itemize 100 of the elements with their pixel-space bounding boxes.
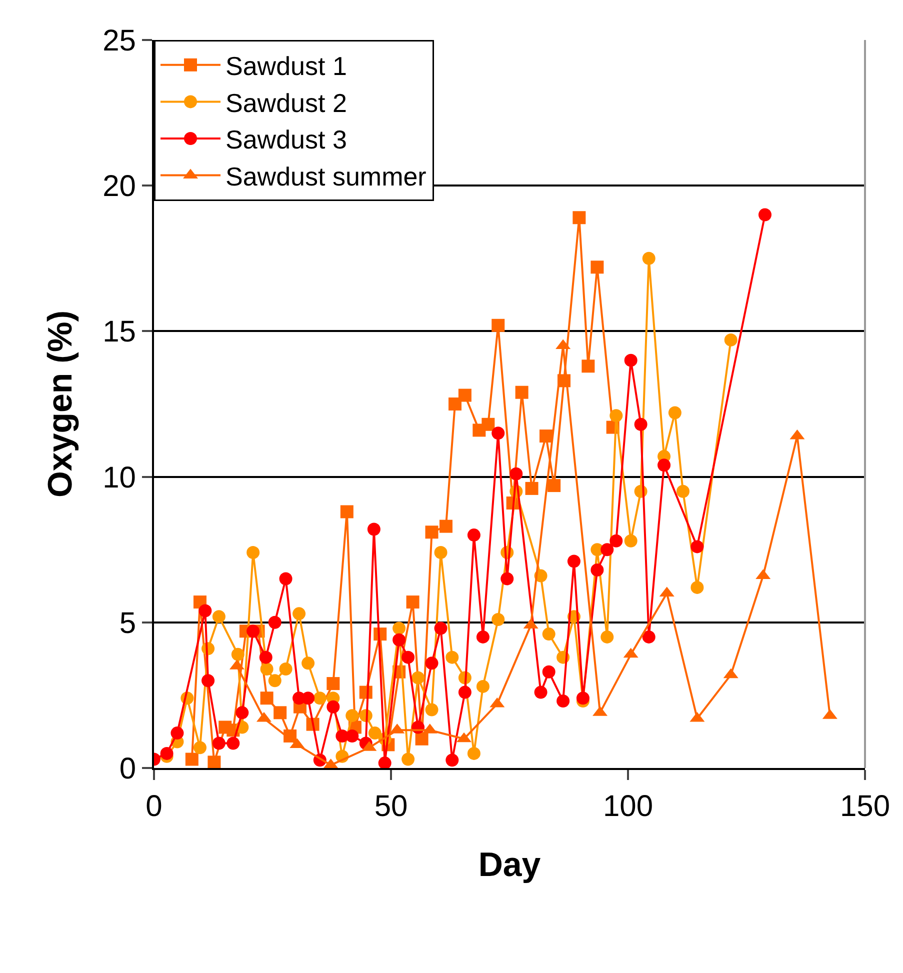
point: [193, 741, 206, 754]
point: [590, 260, 604, 274]
point: [412, 671, 425, 684]
point: [458, 686, 472, 699]
point: [572, 211, 586, 224]
point: [425, 656, 438, 670]
point: [402, 752, 415, 766]
point: [246, 624, 260, 638]
point: [476, 630, 490, 644]
y-tick-label: 15: [102, 316, 136, 349]
point: [425, 703, 438, 716]
point: [326, 700, 340, 714]
point: [160, 746, 174, 760]
point: [313, 692, 326, 705]
point: [582, 360, 595, 373]
point: [758, 208, 772, 222]
point: [476, 680, 490, 693]
point: [668, 406, 682, 420]
point: [448, 398, 462, 410]
point: [492, 612, 505, 626]
point: [346, 729, 359, 742]
point: [500, 572, 514, 586]
point: [378, 756, 392, 768]
point: [540, 430, 552, 443]
point: [268, 674, 282, 688]
y-tick-label: 0: [119, 752, 136, 786]
point: [600, 630, 614, 644]
point: [368, 726, 382, 740]
point: [624, 354, 638, 367]
point: [170, 726, 184, 740]
point: [567, 554, 580, 568]
point: [212, 610, 226, 624]
legend-label: Sawdust 3: [226, 124, 347, 155]
point: [346, 709, 359, 722]
point: [185, 752, 198, 766]
legend-label: Sawdust 1: [226, 51, 347, 82]
point: [425, 526, 438, 539]
y-tick-label: 10: [102, 461, 136, 494]
x-axis-title: Day: [478, 846, 541, 884]
point: [259, 650, 272, 664]
point: [402, 650, 415, 664]
point: [392, 622, 406, 635]
point: [367, 522, 380, 536]
x-tick-label: 150: [840, 790, 890, 823]
point: [458, 388, 472, 402]
point: [510, 467, 523, 480]
point: [634, 418, 648, 431]
legend-label: Sawdust 2: [226, 88, 347, 118]
point: [548, 479, 561, 492]
point: [279, 662, 292, 676]
point: [434, 622, 448, 635]
point: [724, 333, 738, 346]
point: [515, 386, 528, 399]
point: [274, 706, 287, 720]
point: [246, 546, 260, 560]
point: [302, 692, 315, 705]
point: [340, 505, 354, 518]
point: [556, 694, 570, 708]
point: [226, 736, 240, 750]
point: [690, 580, 704, 594]
point: [446, 650, 459, 664]
point: [292, 607, 306, 620]
x-tick-label: 100: [602, 790, 654, 823]
point: [610, 534, 623, 548]
legend-label: Sawdust summer: [226, 161, 427, 192]
x-tick-label: 0: [146, 790, 162, 823]
point: [482, 418, 495, 431]
point: [198, 604, 212, 618]
point: [236, 706, 249, 720]
point: [467, 746, 480, 760]
point: [690, 540, 704, 554]
point: [231, 648, 244, 661]
y-tick-label: 25: [102, 24, 136, 58]
y-tick-label: 5: [119, 606, 136, 640]
point: [525, 482, 538, 495]
point: [439, 520, 452, 533]
x-tick-label: 50: [374, 790, 408, 823]
point: [434, 546, 448, 560]
point: [268, 616, 282, 629]
point: [534, 686, 548, 699]
point: [642, 252, 656, 265]
point: [676, 484, 690, 498]
point: [492, 426, 505, 440]
point: [600, 543, 614, 556]
y-axis-title: Oxygen (%): [42, 310, 80, 498]
point: [492, 318, 505, 332]
point: [279, 572, 292, 586]
point: [212, 736, 226, 750]
point: [542, 665, 556, 678]
point: [302, 656, 315, 670]
point: [406, 596, 420, 609]
point: [610, 409, 623, 422]
point: [208, 756, 221, 768]
point: [326, 677, 340, 690]
point: [392, 633, 406, 646]
point: [624, 534, 638, 548]
point: [590, 563, 604, 576]
point: [415, 732, 428, 746]
point: [542, 628, 556, 641]
point: [467, 528, 480, 542]
